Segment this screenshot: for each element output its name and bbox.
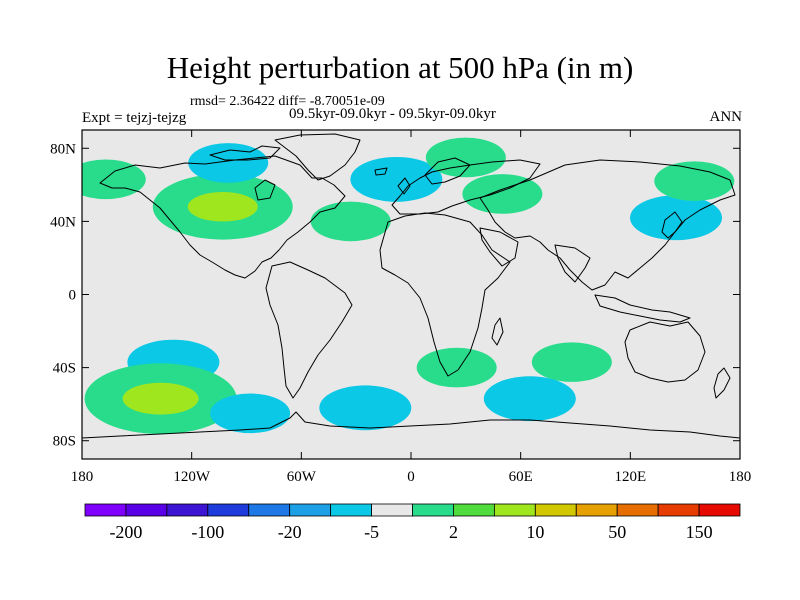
- coastline-arabia: [479, 227, 519, 267]
- y-tick-label: 40N: [50, 214, 76, 230]
- plot-title: Height perturbation at 500 hPa (in m): [166, 50, 634, 85]
- colorbar-label: -5: [364, 522, 379, 542]
- anomaly-core: [653, 207, 700, 228]
- coastline-australia: [624, 321, 706, 383]
- coastline-europe: [391, 159, 541, 215]
- colorbar-box: [84, 503, 127, 517]
- colorbar-box: [616, 503, 659, 517]
- coastline-indonesia: [594, 294, 691, 323]
- colorbar-label: 50: [608, 522, 626, 542]
- anomaly-field: [82, 137, 735, 435]
- colorbar-label: -100: [191, 522, 224, 542]
- colorbar-label: -200: [109, 522, 142, 542]
- colorbar-box: [248, 503, 291, 517]
- x-tick-label: 0: [407, 469, 415, 485]
- x-tick-label: 120E: [614, 469, 646, 485]
- coastline-madagascar: [491, 317, 504, 346]
- colorbar-box: [657, 503, 700, 517]
- coastline-india: [554, 244, 591, 283]
- colorbar-box: [289, 503, 332, 517]
- x-tick-label: 180: [729, 469, 752, 485]
- season-label: ANN: [709, 109, 743, 125]
- statistics-line: rmsd= 2.36422 diff= -8.70051e-09: [190, 94, 385, 109]
- colorbar-box: [493, 503, 536, 517]
- coastline-antarctica: [82, 411, 740, 439]
- coastline-hudson-bay: [254, 179, 276, 201]
- x-tick-label: 180: [71, 469, 94, 485]
- anomaly-region: [416, 347, 497, 388]
- x-tick-label: 60W: [287, 469, 317, 485]
- coastline-new-zealand: [713, 367, 731, 399]
- y-tick-label: 80N: [50, 141, 76, 157]
- coastline-greenland: [274, 133, 361, 181]
- coastline-asia: [479, 159, 736, 291]
- anomaly-region: [310, 201, 391, 242]
- anomaly-region: [654, 161, 735, 201]
- colorbar-box: [575, 503, 618, 517]
- anomaly-region: [531, 342, 612, 382]
- anomaly-core: [342, 397, 389, 418]
- coastline-iceland: [374, 167, 388, 176]
- colorbar-box: [412, 503, 454, 517]
- anomaly-region: [210, 393, 291, 434]
- coastline-arctic-islands: [209, 145, 281, 161]
- map-ticks: 180 120W 60W 0 60E 120E 180 80N 40N 0 40S 80S: [50, 130, 751, 485]
- anomaly-region: [425, 137, 506, 178]
- coastline-japan: [661, 211, 683, 239]
- anomaly-core: [373, 169, 420, 190]
- colorbar-box: [534, 503, 577, 517]
- colorbar-box: [453, 503, 495, 517]
- x-tick-label: 60E: [509, 469, 533, 485]
- anomaly-region: [462, 174, 543, 214]
- colorbar-box: [698, 503, 741, 517]
- anomaly-core: [187, 192, 258, 222]
- period-label: 09.5kyr-09.0kyr - 09.5kyr-09.0kyr: [289, 106, 496, 122]
- x-tick-label: 120W: [173, 469, 211, 485]
- coastline-scandinavia: [424, 157, 471, 185]
- colorbar-label: 10: [526, 522, 544, 542]
- colorbar-box: [166, 503, 209, 517]
- colorbar-box: [207, 503, 250, 517]
- colorbar-label: -20: [278, 522, 302, 542]
- colorbar-box: [371, 503, 413, 517]
- colorbar-box: [125, 503, 168, 517]
- y-tick-label: 0: [69, 288, 77, 304]
- anomaly-core: [122, 382, 199, 415]
- colorbar-label: 2: [449, 522, 458, 542]
- colorbar: -200 -100 -20 -5 2 10 50 150: [84, 503, 741, 542]
- coastline-south-america: [265, 261, 353, 399]
- y-tick-label: 80S: [53, 434, 76, 450]
- anomaly-core: [506, 388, 553, 409]
- experiment-label: Expt = tejzj-tejzg: [82, 110, 187, 126]
- y-tick-label: 40S: [53, 361, 76, 377]
- coastlines: [82, 133, 740, 439]
- coastline-africa: [379, 212, 511, 377]
- colorbar-label: 150: [686, 522, 713, 542]
- anomaly-region: [188, 143, 269, 183]
- colorbar-box: [330, 503, 372, 517]
- coastline-british-isles: [397, 177, 411, 195]
